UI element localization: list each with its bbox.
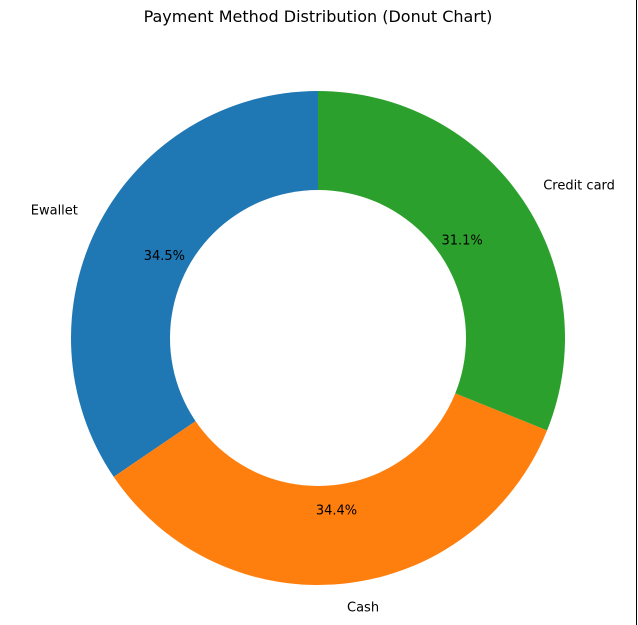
percent-label-cash: 34.4%: [316, 503, 357, 518]
donut-hole: [170, 190, 466, 486]
slice-label-ewallet: Ewallet: [31, 203, 78, 218]
percent-label-credit-card: 31.1%: [441, 233, 482, 248]
percent-label-ewallet: 34.5%: [144, 249, 185, 264]
slice-labels: Ewallet 34.5% Cash 34.4% Credit card 31.1%: [31, 179, 615, 616]
slice-label-credit-card: Credit card: [543, 179, 615, 194]
slice-label-cash: Cash: [347, 601, 379, 616]
chart-title: Payment Method Distribution (Donut Chart…: [144, 7, 493, 26]
